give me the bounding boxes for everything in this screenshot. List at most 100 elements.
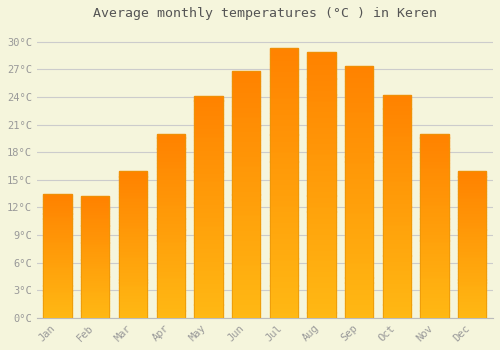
Bar — [345, 172, 374, 177]
Bar — [232, 135, 260, 140]
Bar — [270, 54, 298, 59]
Bar — [383, 260, 411, 265]
Bar — [232, 120, 260, 126]
Bar — [308, 132, 336, 137]
Bar — [420, 167, 449, 171]
Bar — [119, 315, 147, 318]
Bar — [345, 222, 374, 227]
Bar — [270, 264, 298, 270]
Bar — [156, 262, 185, 266]
Bar — [420, 237, 449, 240]
Bar — [232, 150, 260, 155]
Bar — [420, 314, 449, 318]
Bar — [458, 235, 486, 238]
Bar — [345, 272, 374, 278]
Bar — [232, 199, 260, 204]
Bar — [345, 177, 374, 182]
Bar — [458, 247, 486, 250]
Bar — [383, 202, 411, 206]
Bar — [194, 176, 222, 180]
Bar — [232, 293, 260, 298]
Bar — [194, 300, 222, 304]
Bar — [194, 229, 222, 233]
Bar — [44, 246, 72, 248]
Bar — [308, 57, 336, 63]
Bar — [44, 236, 72, 238]
Bar — [194, 194, 222, 198]
Bar — [44, 280, 72, 283]
Bar — [119, 194, 147, 197]
Bar — [156, 255, 185, 259]
Bar — [44, 263, 72, 266]
Bar — [119, 174, 147, 176]
Bar — [308, 84, 336, 89]
Bar — [383, 197, 411, 202]
Bar — [119, 268, 147, 271]
Bar — [194, 154, 222, 158]
Bar — [308, 195, 336, 201]
Bar — [420, 145, 449, 149]
Bar — [383, 224, 411, 229]
Bar — [420, 174, 449, 178]
Bar — [420, 244, 449, 248]
Bar — [383, 238, 411, 242]
Bar — [119, 300, 147, 303]
Bar — [44, 310, 72, 313]
Bar — [458, 191, 486, 194]
Bar — [81, 250, 110, 252]
Bar — [458, 232, 486, 236]
Bar — [119, 235, 147, 238]
Bar — [308, 243, 336, 249]
Bar — [308, 248, 336, 254]
Bar — [44, 256, 72, 258]
Bar — [232, 308, 260, 313]
Bar — [308, 68, 336, 73]
Bar — [420, 170, 449, 174]
Bar — [308, 254, 336, 259]
Bar — [383, 171, 411, 175]
Bar — [420, 226, 449, 230]
Bar — [458, 203, 486, 206]
Bar — [308, 217, 336, 222]
Bar — [270, 307, 298, 313]
Bar — [81, 228, 110, 230]
Bar — [345, 217, 374, 222]
Bar — [81, 225, 110, 228]
Bar — [345, 267, 374, 273]
Bar — [156, 196, 185, 200]
Bar — [420, 204, 449, 208]
Bar — [44, 198, 72, 201]
Bar — [270, 231, 298, 237]
Bar — [383, 148, 411, 153]
Bar — [420, 134, 449, 138]
Bar — [308, 73, 336, 78]
Bar — [119, 291, 147, 294]
Bar — [270, 221, 298, 226]
Bar — [345, 146, 374, 152]
Bar — [156, 248, 185, 252]
Bar — [81, 286, 110, 289]
Bar — [270, 199, 298, 205]
Bar — [44, 313, 72, 315]
Bar — [345, 303, 374, 308]
Bar — [81, 308, 110, 310]
Bar — [44, 216, 72, 218]
Bar — [458, 291, 486, 294]
Bar — [81, 267, 110, 269]
Bar — [81, 294, 110, 296]
Bar — [119, 276, 147, 280]
Bar — [119, 197, 147, 200]
Bar — [383, 215, 411, 220]
Bar — [458, 276, 486, 280]
Bar — [81, 216, 110, 218]
Bar — [81, 204, 110, 206]
Bar — [119, 256, 147, 259]
Bar — [308, 296, 336, 302]
Bar — [270, 183, 298, 188]
Bar — [308, 286, 336, 291]
Bar — [270, 258, 298, 264]
Bar — [81, 264, 110, 267]
Bar — [156, 233, 185, 237]
Bar — [156, 211, 185, 215]
Bar — [232, 125, 260, 131]
